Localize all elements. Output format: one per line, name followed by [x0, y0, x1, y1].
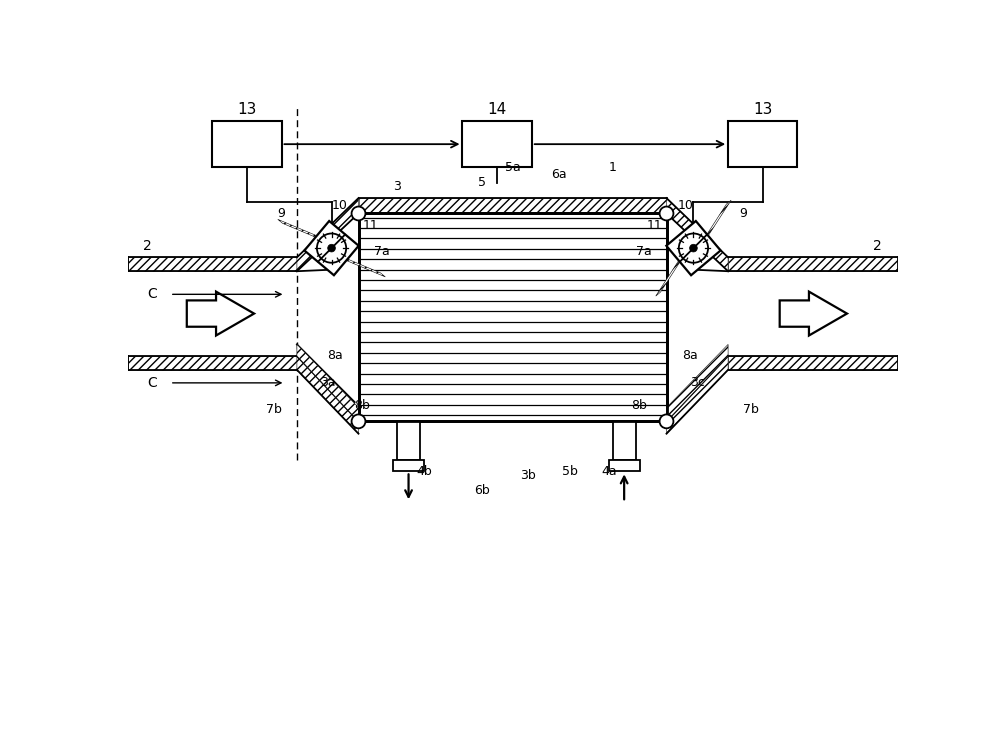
- Text: 7a: 7a: [636, 246, 651, 259]
- Bar: [358, 213, 666, 421]
- Circle shape: [690, 244, 697, 252]
- Text: 4b: 4b: [416, 465, 432, 478]
- Circle shape: [660, 207, 673, 221]
- Text: 2: 2: [873, 239, 882, 253]
- Text: 5a: 5a: [505, 161, 520, 174]
- Bar: [393, 460, 424, 471]
- Bar: [212, 121, 282, 167]
- Text: 8b: 8b: [354, 399, 370, 413]
- Bar: [728, 121, 797, 167]
- Text: 14: 14: [487, 102, 507, 117]
- Circle shape: [660, 414, 673, 428]
- Text: 3c: 3c: [690, 376, 705, 389]
- Polygon shape: [297, 356, 358, 434]
- Polygon shape: [358, 198, 666, 213]
- Text: 7b: 7b: [266, 403, 282, 416]
- Text: 5: 5: [478, 176, 486, 189]
- Text: C: C: [147, 376, 156, 390]
- Polygon shape: [666, 221, 721, 275]
- Text: 9: 9: [277, 207, 285, 220]
- Circle shape: [352, 207, 365, 221]
- Text: 4a: 4a: [601, 465, 617, 478]
- Polygon shape: [666, 198, 728, 271]
- Text: 3: 3: [393, 180, 401, 193]
- Text: 8b: 8b: [632, 399, 647, 413]
- Text: 7b: 7b: [744, 403, 759, 416]
- Polygon shape: [128, 356, 297, 369]
- Polygon shape: [128, 257, 297, 271]
- Bar: [462, 121, 532, 167]
- Circle shape: [679, 234, 708, 262]
- Text: 7a: 7a: [374, 246, 389, 259]
- Bar: [397, 421, 420, 460]
- Polygon shape: [297, 198, 358, 271]
- Polygon shape: [728, 356, 898, 369]
- Polygon shape: [666, 356, 728, 434]
- Polygon shape: [342, 257, 385, 277]
- Polygon shape: [656, 257, 683, 296]
- Bar: [609, 460, 640, 471]
- Text: 10: 10: [678, 199, 694, 213]
- Polygon shape: [780, 292, 847, 336]
- Polygon shape: [703, 200, 731, 240]
- Circle shape: [352, 414, 365, 428]
- Text: 9: 9: [740, 207, 748, 220]
- Circle shape: [317, 234, 346, 262]
- Bar: [358, 213, 666, 421]
- Text: 6a: 6a: [551, 169, 567, 182]
- Text: 13: 13: [237, 102, 257, 117]
- Polygon shape: [297, 345, 358, 421]
- Text: 2: 2: [143, 239, 152, 253]
- Polygon shape: [304, 221, 359, 275]
- Text: 11: 11: [647, 218, 663, 232]
- Bar: [613, 421, 636, 460]
- Text: 1: 1: [609, 161, 617, 174]
- Polygon shape: [278, 219, 322, 240]
- Text: 11: 11: [362, 218, 378, 232]
- Text: C: C: [147, 287, 156, 301]
- Polygon shape: [728, 257, 898, 271]
- Text: 10: 10: [331, 199, 347, 213]
- Polygon shape: [187, 292, 254, 336]
- Text: 5b: 5b: [562, 465, 578, 478]
- Circle shape: [328, 244, 335, 252]
- Text: 8a: 8a: [682, 350, 697, 362]
- Text: 3b: 3b: [520, 469, 536, 482]
- Text: 13: 13: [753, 102, 772, 117]
- Text: 8a: 8a: [328, 350, 343, 362]
- Text: 6b: 6b: [474, 485, 490, 497]
- Polygon shape: [666, 345, 728, 421]
- Text: 3a: 3a: [320, 376, 336, 389]
